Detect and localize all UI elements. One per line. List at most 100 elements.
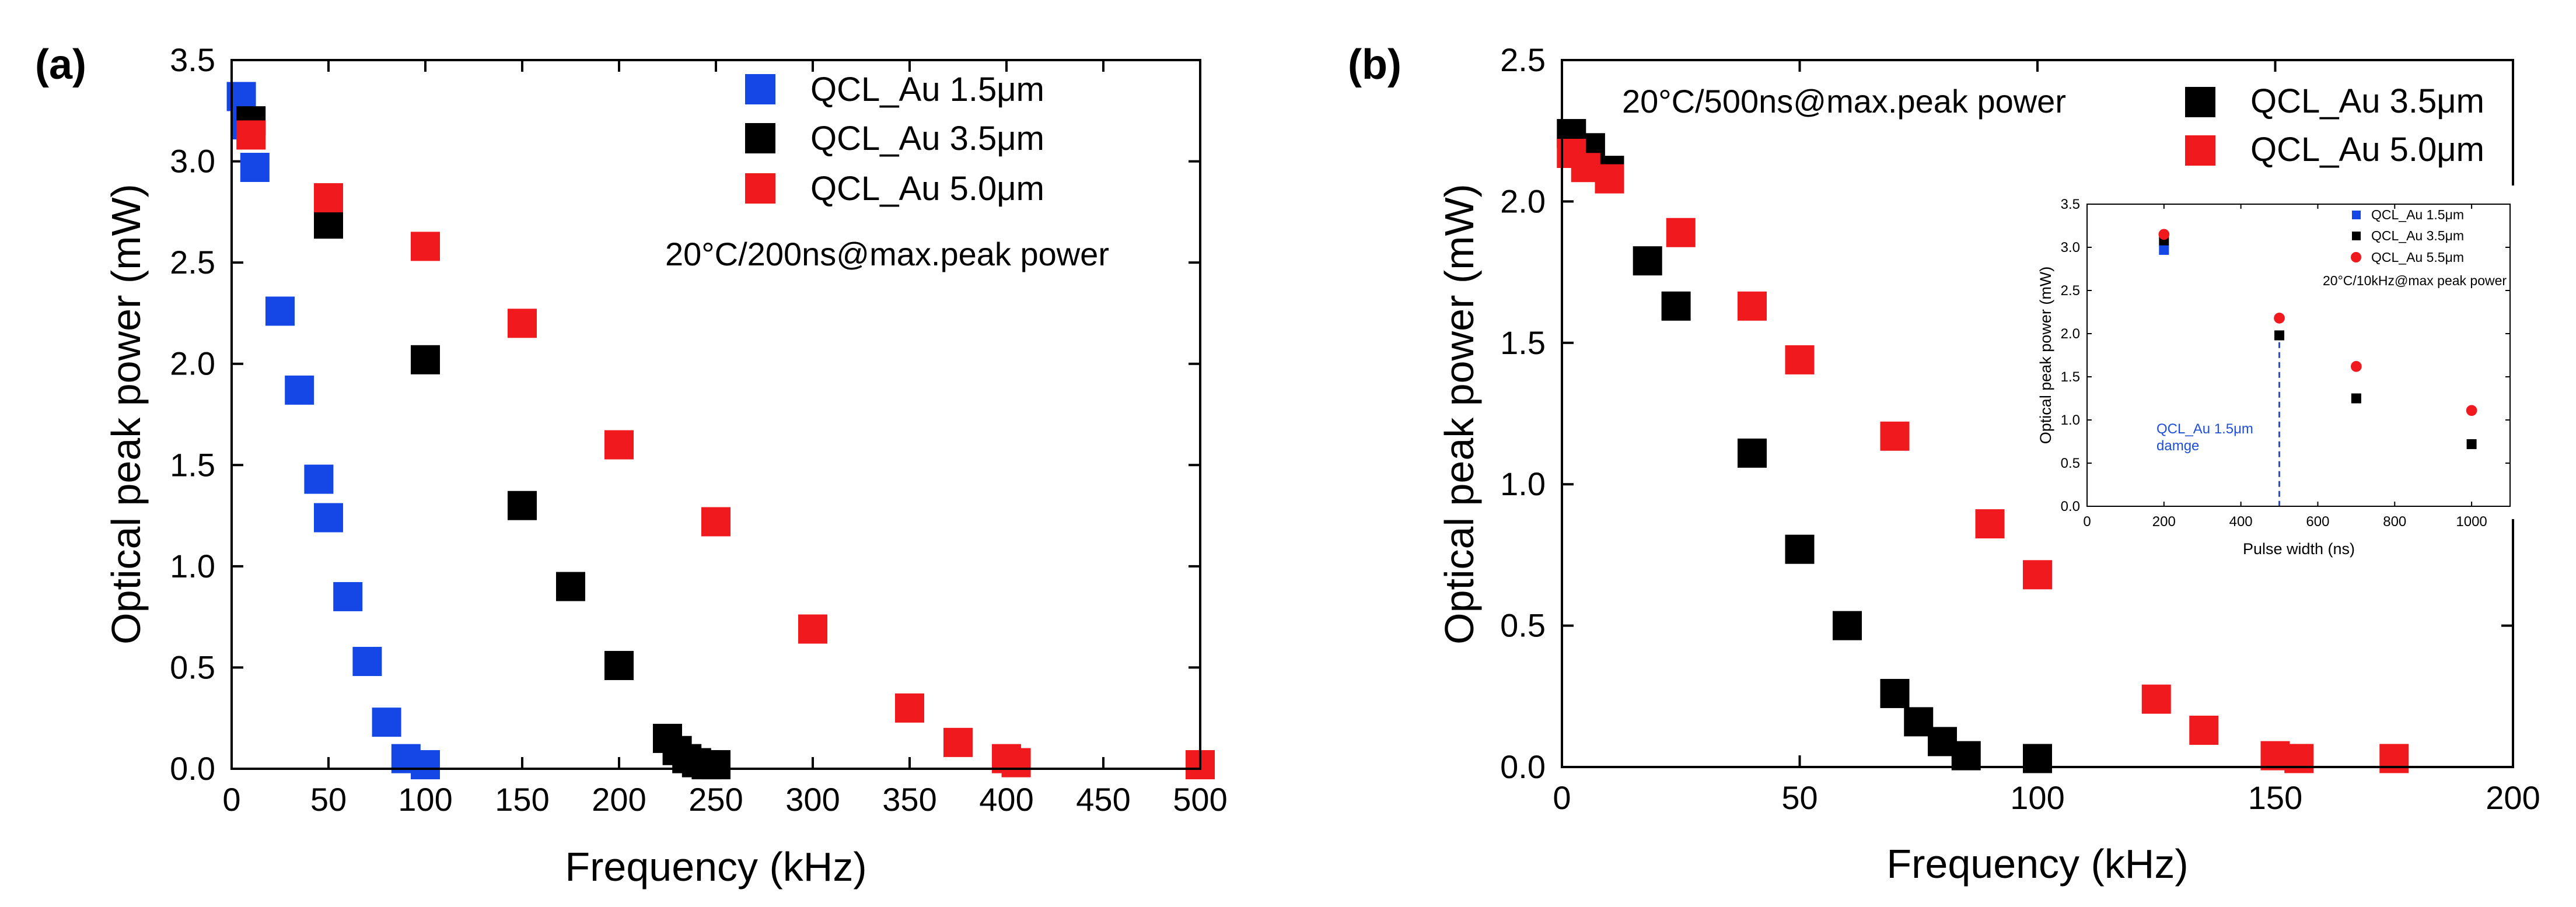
- point-qcl-au-5-0-m: [701, 507, 730, 537]
- inset-damage-note-line2: damge: [2156, 438, 2199, 454]
- y-tick-label-a: 3.0: [170, 143, 215, 180]
- inset-y-axis-label: Optical peak power (mW): [2037, 267, 2054, 444]
- point-qcl-au-1-5-m: [240, 152, 270, 182]
- panel-a-annotation: 20°C/200ns@max.peak power: [665, 236, 1109, 272]
- point-qcl-au-5-0-m: [508, 309, 537, 338]
- inset-legend-marker-1p5: [2352, 211, 2361, 219]
- inset-x-axis-label: Pulse width (ns): [2243, 540, 2355, 558]
- y-tick-label-i: 3.0: [2061, 240, 2080, 255]
- x-tick-label-b: 150: [2248, 779, 2302, 816]
- panel-b-legend-marker-3p5: [2185, 87, 2215, 117]
- point-qcl-au-5-0-m: [1666, 218, 1696, 247]
- panel-a-legend: QCL_Au 1.5μm QCL_Au 3.5μm QCL_Au 5.0μm: [745, 71, 1044, 208]
- x-tick-label-i: 200: [2152, 514, 2176, 530]
- panel-a-legend-marker-5p0: [745, 173, 775, 204]
- point-qcl-au-5-0-m: [604, 430, 634, 460]
- point-qcl-au-5-0-m: [2284, 744, 2314, 773]
- y-tick-label-b: 0.0: [1500, 748, 1546, 785]
- point-qcl-au-3-5-m: [1785, 534, 1815, 564]
- panel-a: (a) 0.0 0.5 1.0 1.5 2.0 2.5 3.0 3.5 0 50 100 150 20…: [35, 41, 1228, 890]
- y-tick-label-i: 0.5: [2061, 456, 2080, 471]
- y-tick-label-i: 1.5: [2061, 369, 2080, 385]
- point-qcl-au-3-5-m: [508, 491, 537, 520]
- point-qcl-au-1-5-m: [304, 464, 334, 494]
- y-tick-label-i: 2.5: [2061, 283, 2080, 299]
- inset-legend-label-5p5: QCL_Au 5.5μm: [2371, 250, 2464, 265]
- point-qcl-au-3-5-m: [1880, 678, 1910, 708]
- point-qcl-au-3-5-m: [411, 345, 440, 374]
- y-tick-label-a: 3.5: [170, 41, 215, 78]
- point-qcl-au-3-5-m: [701, 750, 730, 780]
- inset-chart: 0.0 0.5 1.0 1.5 2.0 2.5 3.0 3.5 0 200 400 600 800 10…: [2030, 185, 2515, 558]
- point-qcl-au-3-5-m: [1661, 291, 1691, 321]
- x-tick-label-a: 300: [785, 781, 840, 818]
- point-qcl-au-5-5-m: [2274, 313, 2285, 324]
- y-tick-label-a: 0.5: [170, 649, 215, 685]
- point-qcl-au-3-5-m: [1833, 611, 1862, 640]
- inset-background: [2030, 185, 2515, 519]
- point-qcl-au-5-5-m: [2466, 405, 2477, 416]
- point-qcl-au-3-5-m: [1633, 246, 1662, 276]
- x-tick-label-a: 100: [398, 781, 452, 818]
- y-tick-label-b: 2.5: [1500, 41, 1546, 78]
- y-tick-label-a: 0.0: [170, 750, 215, 787]
- point-qcl-au-5-0-m: [895, 693, 924, 723]
- point-qcl-au-5-0-m: [2141, 684, 2171, 714]
- point-qcl-au-1-5-m: [314, 503, 343, 533]
- x-tick-label-b: 100: [2010, 779, 2064, 816]
- panel-b-legend-marker-5p0: [2185, 135, 2215, 166]
- panel-b-x-axis-label: Frequency (kHz): [1886, 841, 2188, 887]
- x-tick-label-b: 200: [2486, 779, 2540, 816]
- panel-b-legend: QCL_Au 3.5μm QCL_Au 5.0μm: [2185, 82, 2484, 169]
- point-qcl-au-5-0-m: [314, 183, 343, 213]
- point-qcl-au-1-5-m: [265, 296, 295, 326]
- point-qcl-au-5-0-m: [411, 232, 440, 261]
- x-tick-label-b: 0: [1553, 779, 1571, 816]
- point-qcl-au-3-5-m: [2351, 393, 2361, 404]
- point-qcl-au-5-5-m: [2158, 229, 2170, 240]
- y-tick-label-i: 1.0: [2061, 412, 2080, 428]
- point-qcl-au-1-5-m: [411, 750, 440, 780]
- panel-a-y-axis-label: Optical peak power (mW): [103, 184, 149, 645]
- x-tick-label-i: 0: [2083, 514, 2091, 530]
- y-tick-label-b: 1.5: [1500, 324, 1546, 361]
- inset-legend-marker-3p5: [2352, 232, 2361, 240]
- y-tick-label-a: 1.5: [170, 446, 215, 483]
- point-qcl-au-3-5-m: [2023, 744, 2052, 773]
- panel-a-y-tick-labels: 0.0 0.5 1.0 1.5 2.0 2.5 3.0 3.5: [170, 41, 215, 787]
- panel-a-x-axis-label: Frequency (kHz): [565, 844, 866, 890]
- panel-b-y-axis-label: Optical peak power (mW): [1436, 184, 1482, 645]
- x-tick-label-a: 350: [882, 781, 936, 818]
- inset-x-tick-labels: 0 200 400 600 800 1000: [2083, 514, 2487, 530]
- x-tick-label-a: 0: [222, 781, 240, 818]
- point-qcl-au-5-5-m: [2351, 360, 2362, 372]
- inset-legend-label-3p5: QCL_Au 3.5μm: [2371, 228, 2464, 243]
- panel-a-legend-label-3p5: QCL_Au 3.5μm: [810, 120, 1044, 157]
- panel-b-y-tick-labels: 0.0 0.5 1.0 1.5 2.0 2.5: [1500, 41, 1546, 785]
- x-tick-label-a: 250: [688, 781, 743, 818]
- point-qcl-au-5-0-m: [236, 120, 266, 150]
- inset-damage-note-line1: QCL_Au 1.5μm: [2156, 421, 2253, 437]
- point-qcl-au-5-0-m: [1001, 748, 1031, 778]
- point-qcl-au-3-5-m: [604, 650, 634, 680]
- inset-y-tick-labels: 0.0 0.5 1.0 1.5 2.0 2.5 3.0 3.5: [2061, 197, 2080, 514]
- y-tick-label-i: 3.5: [2061, 197, 2080, 212]
- point-qcl-au-5-0-m: [1738, 291, 1767, 321]
- point-qcl-au-3-5-m: [1738, 438, 1767, 468]
- inset-legend-marker-5p5: [2351, 252, 2361, 262]
- point-qcl-au-3-5-m: [556, 572, 585, 601]
- x-tick-label-a: 450: [1076, 781, 1130, 818]
- inset-legend-label-1p5: QCL_Au 1.5μm: [2371, 207, 2464, 222]
- panel-b: (b) 0.0 0.5 1.0 1.5 2.0 2.5 0 50 100 150 200 Freq…: [1348, 41, 2540, 887]
- inset-legend: QCL_Au 1.5μm QCL_Au 3.5μm QCL_Au 5.5μm: [2351, 207, 2464, 265]
- x-tick-label-a: 200: [592, 781, 646, 818]
- x-tick-label-a: 50: [310, 781, 347, 818]
- y-tick-label-b: 1.0: [1500, 465, 1546, 502]
- panel-a-legend-marker-1p5: [745, 74, 775, 104]
- panel-a-x-tick-labels: 0 50 100 150 200 250 300 350 400 450 500: [222, 781, 1227, 818]
- x-tick-label-b: 50: [1781, 779, 1817, 816]
- point-qcl-au-5-0-m: [1975, 509, 2005, 539]
- panel-a-legend-label-1p5: QCL_Au 1.5μm: [810, 71, 1044, 108]
- inset-annotation: 20°C/10kHz@max peak power: [2323, 273, 2507, 288]
